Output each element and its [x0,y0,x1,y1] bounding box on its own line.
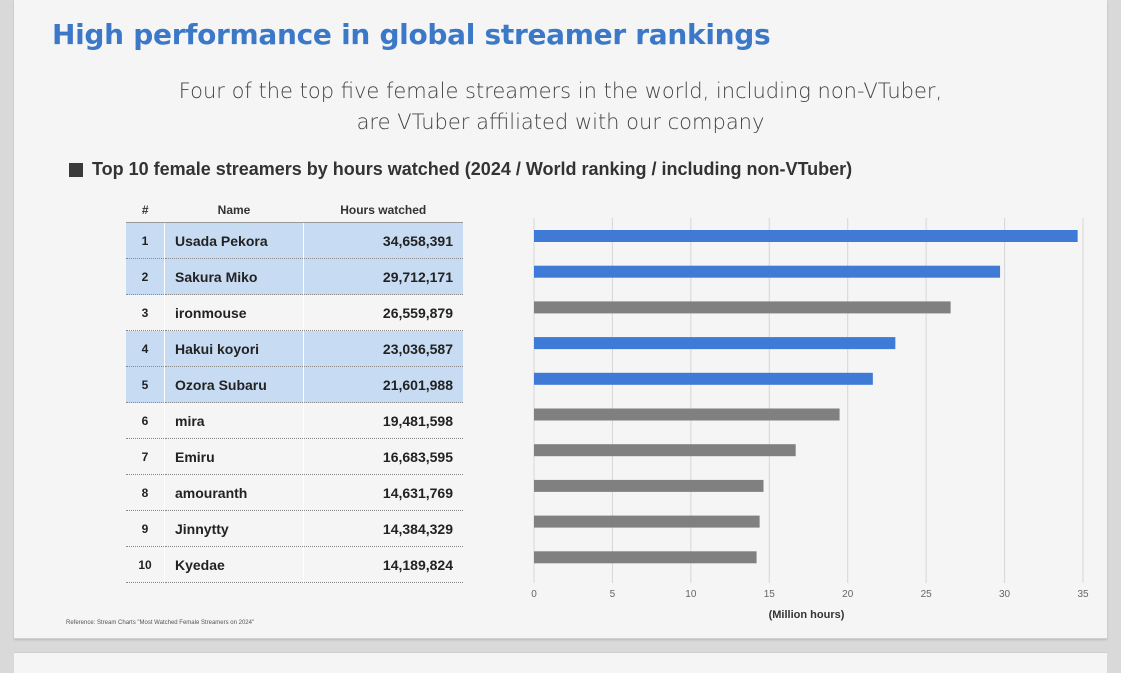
table-row: 10 Kyedae 14,189,824 [126,546,463,583]
bar-chart: 0 5 10 15 20 25 30 35 (Million hours) [531,218,1089,621]
bar [534,444,796,457]
x-tick-label: 10 [685,589,697,600]
bar [534,515,760,528]
name-cell: Ozora Subaru [164,366,304,403]
bar [534,265,1001,278]
name-cell: Usada Pekora [164,222,304,259]
rank-cell: 3 [126,294,165,331]
header-hours: Hours watched [303,197,463,223]
rank-cell: 2 [126,258,165,295]
x-tick-label: 30 [999,589,1011,600]
rank-cell: 7 [126,438,165,475]
rank-cell: 6 [126,402,165,439]
x-axis-label: (Million hours) [769,609,845,621]
reference-note: Reference: Stream Charts "Most Watched F… [66,620,255,626]
name-cell: ironmouse [164,294,304,331]
x-tick-label: 35 [1077,589,1089,600]
rank-cell: 4 [126,330,165,367]
name-cell: Emiru [164,438,304,475]
hours-cell: 29,712,171 [303,258,463,295]
name-cell: Hakui koyori [164,330,304,367]
table-row: 6 mira 19,481,598 [126,402,463,439]
table-row: 1 Usada Pekora 34,658,391 [126,222,463,259]
name-cell: mira [164,402,304,439]
page-title: High performance in global streamer rank… [52,18,771,51]
slide: High performance in global streamer rank… [14,0,1107,639]
x-tick-label: 15 [764,589,776,600]
bar [534,479,764,492]
name-cell: amouranth [164,474,304,511]
hours-cell: 16,683,595 [303,438,463,475]
chart-x-ticks: 0 5 10 15 20 25 30 35 [531,589,1089,600]
x-tick-label: 20 [842,589,854,600]
bar [534,372,873,385]
square-bullet-icon [69,162,83,177]
name-cell: Sakura Miko [164,258,304,295]
subtitle-line-1: Four of the top five female streamers in… [178,79,943,103]
table-header-row: # Name Hours watched [126,197,463,223]
hours-cell: 14,631,769 [303,474,463,511]
hours-cell: 14,189,824 [303,546,463,583]
section-heading-text: Top 10 female streamers by hours watched… [92,159,853,179]
hours-cell: 34,658,391 [303,222,463,259]
hours-cell: 19,481,598 [303,402,463,439]
next-slide-edge [14,652,1107,673]
header-name: Name [164,197,304,223]
ranking-table-body: 1 Usada Pekora 34,658,391 2 Sakura Miko 29,71… [126,222,463,583]
bar [534,551,757,564]
name-cell: Kyedae [164,546,304,583]
bar [534,301,951,314]
hours-cell: 26,559,879 [303,294,463,331]
table-row: 8 amouranth 14,631,769 [126,474,463,511]
subtitle-line-2: are VTuber affiliated with our company [356,110,765,134]
rank-cell: 10 [126,546,165,583]
bar [534,230,1078,242]
ranking-table: # Name Hours watched 1 Usada Pekora 34,658… [126,197,463,583]
chart-bars [534,230,1078,564]
x-tick-label: 0 [531,589,537,600]
section-heading: Top 10 female streamers by hours watched… [69,159,852,180]
rank-cell: 1 [126,222,165,259]
rank-cell: 5 [126,366,165,403]
table-row: 4 Hakui koyori 23,036,587 [126,330,463,367]
chart-grid [533,218,1084,583]
table-row: 7 Emiru 16,683,595 [126,438,463,475]
hours-cell: 23,036,587 [303,330,463,367]
bar [534,337,896,350]
hours-cell: 21,601,988 [303,366,463,403]
table-row: 2 Sakura Miko 29,712,171 [126,258,463,295]
hours-cell: 14,384,329 [303,510,463,547]
x-tick-label: 5 [610,589,616,600]
rank-cell: 9 [126,510,165,547]
table-row: 5 Ozora Subaru 21,601,988 [126,366,463,403]
bar [534,408,840,421]
x-tick-label: 25 [921,589,933,600]
subtitle: Four of the top five female streamers in… [14,76,1107,138]
header-rank: # [126,197,165,223]
name-cell: Jinnytty [164,510,304,547]
rank-cell: 8 [126,474,165,511]
table-row: 9 Jinnytty 14,384,329 [126,510,463,547]
table-row: 3 ironmouse 26,559,879 [126,294,463,331]
